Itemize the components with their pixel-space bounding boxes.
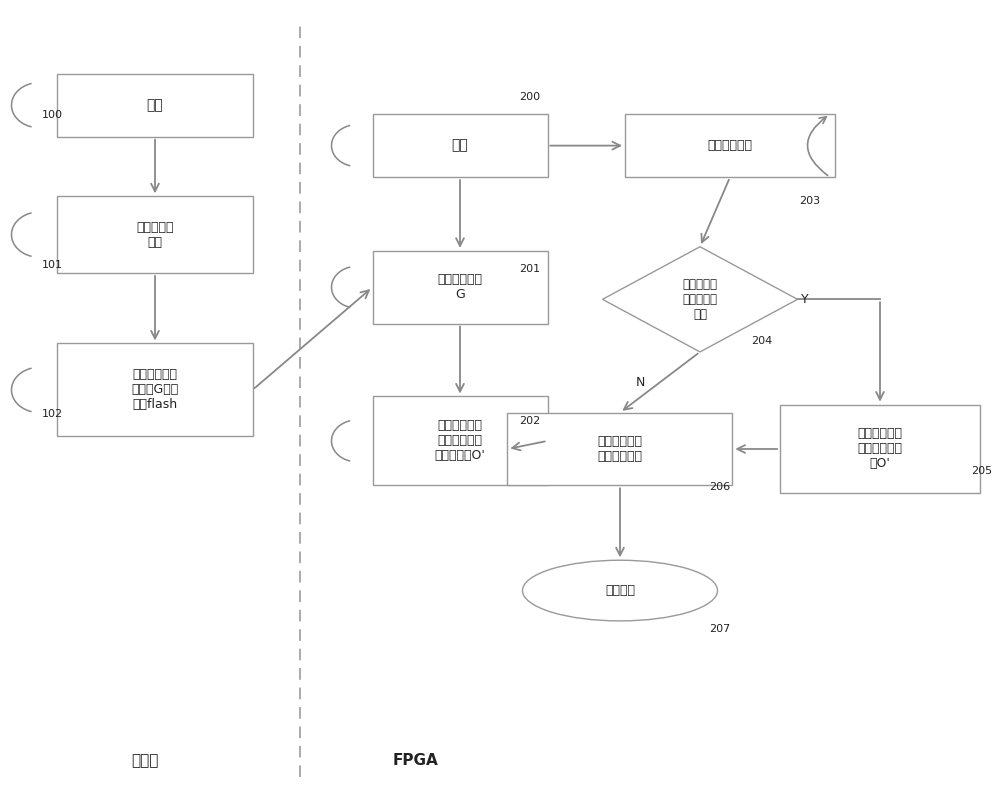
Text: 101: 101 <box>42 260 62 270</box>
Text: 实时红外输入: 实时红外输入 <box>708 139 753 152</box>
Text: 载入增益系数
G: 载入增益系数 G <box>438 273 482 301</box>
Text: FPGA: FPGA <box>392 753 438 768</box>
Text: 两点加一点非
均匀校正操作: 两点加一点非 均匀校正操作 <box>598 435 642 463</box>
Text: 102: 102 <box>41 409 63 419</box>
Text: 201: 201 <box>519 264 541 273</box>
Text: Y: Y <box>801 293 809 306</box>
FancyBboxPatch shape <box>373 251 548 324</box>
FancyBboxPatch shape <box>780 404 980 493</box>
Text: 206: 206 <box>709 482 731 492</box>
Ellipse shape <box>522 560 718 621</box>
FancyBboxPatch shape <box>507 413 732 485</box>
FancyBboxPatch shape <box>373 114 548 177</box>
Text: 进行一次补偿
操作，生成一
点偏移系数O': 进行一次补偿 操作，生成一 点偏移系数O' <box>435 419 485 463</box>
Text: 生成两点法增
益系数G并下
载至flash: 生成两点法增 益系数G并下 载至flash <box>131 368 179 412</box>
Text: 温度分析是
否需要进行
补偿: 温度分析是 否需要进行 补偿 <box>682 277 718 321</box>
Text: 204: 204 <box>751 337 773 346</box>
Text: 205: 205 <box>971 466 993 476</box>
Text: 100: 100 <box>42 110 62 120</box>
FancyBboxPatch shape <box>373 396 548 485</box>
Text: 202: 202 <box>519 416 541 426</box>
FancyBboxPatch shape <box>57 344 252 437</box>
Text: 实时显示: 实时显示 <box>605 584 635 597</box>
Text: 开始: 开始 <box>147 98 163 112</box>
Text: 开机: 开机 <box>452 138 468 153</box>
Text: 207: 207 <box>709 625 731 634</box>
Text: 补偿操作，修
正一点偏移系
数O': 补偿操作，修 正一点偏移系 数O' <box>858 427 902 471</box>
Text: N: N <box>635 376 645 389</box>
Text: 采集高低温
数据: 采集高低温 数据 <box>136 221 174 248</box>
FancyBboxPatch shape <box>57 74 252 137</box>
FancyBboxPatch shape <box>57 197 252 273</box>
Polygon shape <box>602 247 798 352</box>
Text: 上位机: 上位机 <box>131 753 159 768</box>
Text: 203: 203 <box>799 196 821 205</box>
FancyBboxPatch shape <box>625 114 835 177</box>
Text: 200: 200 <box>519 92 541 102</box>
